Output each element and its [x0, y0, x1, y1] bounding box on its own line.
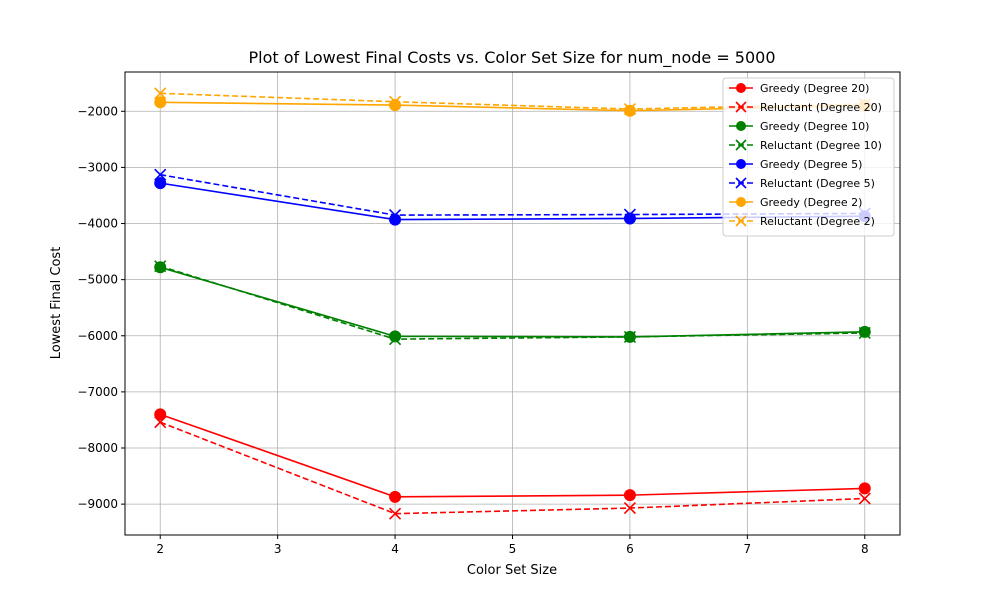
data-point: [623, 212, 636, 225]
legend-entry: Reluctant (Degree 10): [729, 139, 882, 152]
data-point: [623, 501, 636, 515]
data-point: [154, 416, 167, 429]
legend-marker: [735, 101, 747, 113]
legend-label: Reluctant (Degree 5): [760, 177, 875, 190]
y-tick-label: −8000: [77, 441, 118, 455]
data-point: [389, 95, 402, 108]
y-axis-ticks: −9000 −8000 −7000 −6000 −5000 −4000 −3000 −2000: [77, 104, 125, 511]
chart-title: Plot of Lowest Final Costs vs. Color Set…: [248, 48, 775, 68]
x-tick-label: 3: [274, 542, 282, 556]
legend-entry: Greedy (Degree 10): [729, 120, 869, 133]
legend-entry: Reluctant (Degree 20): [729, 101, 882, 114]
legend-label: Greedy (Degree 2): [760, 196, 862, 209]
data-point: [154, 168, 167, 181]
y-tick-label: −3000: [77, 160, 118, 174]
legend-label: Greedy (Degree 10): [760, 120, 869, 133]
x-tick-label: 6: [626, 542, 634, 556]
y-axis-label: Lowest Final Cost: [49, 247, 64, 360]
data-point: [623, 102, 636, 116]
x-axis-label: Color Set Size: [467, 563, 557, 578]
legend-marker: [736, 121, 746, 131]
x-tick-label: 4: [391, 542, 399, 556]
data-point: [154, 260, 167, 273]
legend-entry: Greedy (Degree 20): [729, 82, 869, 95]
data-point: [389, 209, 402, 222]
data-point: [623, 330, 636, 343]
legend-box: [722, 77, 895, 237]
data-point: [389, 490, 402, 503]
series-4: [154, 260, 871, 346]
x-axis-ticks: 2 3 4 5 6 7 8: [156, 535, 869, 556]
data-point: [858, 326, 871, 340]
legend-label: Reluctant (Degree 10): [760, 139, 882, 152]
data-point: [623, 489, 636, 502]
x-tick-label: 2: [156, 542, 164, 556]
data-point: [623, 104, 636, 117]
series-1: [154, 408, 871, 503]
y-tick-label: −2000: [77, 104, 118, 118]
y-tick-label: −4000: [77, 217, 118, 231]
series-line: [159, 421, 865, 515]
series-line: [159, 265, 865, 340]
y-tick-label: −6000: [77, 329, 118, 343]
legend-entry: Greedy (Degree 2): [729, 196, 862, 209]
x-tick-label: 7: [744, 542, 752, 556]
legend-entry: Reluctant (Degree 2): [729, 215, 875, 228]
legend-label: Reluctant (Degree 20): [760, 101, 882, 114]
data-point: [389, 507, 402, 520]
data-point: [389, 333, 402, 346]
y-tick-label: −5000: [77, 273, 118, 287]
data-point: [858, 492, 871, 505]
y-tick-label: −9000: [77, 497, 118, 511]
legend-marker: [735, 215, 747, 227]
data-point: [154, 96, 167, 109]
data-point: [623, 208, 636, 221]
legend-entry: Greedy (Degree 5): [729, 158, 862, 171]
data-point: [154, 408, 167, 421]
legend: Greedy (Degree 20) Reluctant (Degree 20) G…: [722, 77, 895, 237]
legend-entry: Reluctant (Degree 5): [729, 177, 875, 190]
legend-marker: [735, 139, 747, 151]
series-line: [159, 413, 865, 498]
legend-marker: [736, 197, 746, 207]
legend-marker: [736, 159, 746, 169]
legend-label: Greedy (Degree 20): [760, 82, 869, 95]
legend-label: Reluctant (Degree 2): [760, 215, 875, 228]
data-point: [154, 177, 167, 190]
legend-label: Greedy (Degree 5): [760, 158, 862, 171]
series-2: [154, 416, 871, 520]
data-point: [858, 482, 871, 495]
legend-marker: [736, 83, 746, 93]
x-tick-label: 5: [509, 542, 517, 556]
y-tick-label: −7000: [77, 385, 118, 399]
data-point: [154, 87, 167, 100]
legend-marker: [735, 177, 747, 189]
x-tick-label: 8: [861, 542, 869, 556]
